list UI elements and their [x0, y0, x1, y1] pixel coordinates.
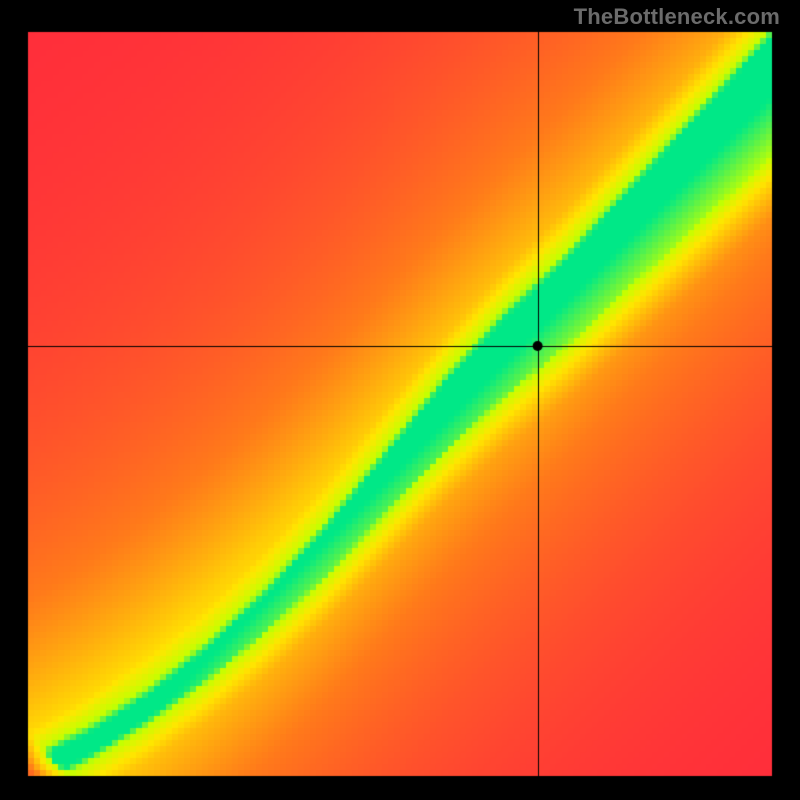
heatmap-canvas [0, 0, 800, 800]
watermark-text: TheBottleneck.com [574, 4, 780, 30]
bottleneck-heatmap-container: TheBottleneck.com [0, 0, 800, 800]
